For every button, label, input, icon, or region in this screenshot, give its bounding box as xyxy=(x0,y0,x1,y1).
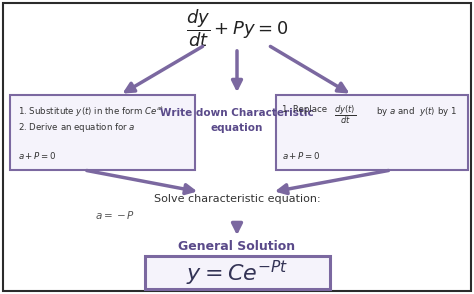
Text: General Solution: General Solution xyxy=(178,240,296,253)
Text: $a + P = 0$: $a + P = 0$ xyxy=(18,150,56,161)
Text: $y = Ce^{-Pt}$: $y = Ce^{-Pt}$ xyxy=(186,259,289,288)
Text: $a + P = 0$: $a + P = 0$ xyxy=(282,150,320,161)
Text: 1. Substitute $y(t)$ in the form $Ce^{at}$: 1. Substitute $y(t)$ in the form $Ce^{at… xyxy=(18,105,164,119)
Text: Solve characteristic equation:: Solve characteristic equation: xyxy=(154,194,320,204)
Bar xyxy=(145,256,330,289)
Text: by $a$ and  $y(t)$ by 1: by $a$ and $y(t)$ by 1 xyxy=(376,105,457,118)
Text: Write down Characteristic
equation: Write down Characteristic equation xyxy=(160,108,314,133)
Text: 1. Replace: 1. Replace xyxy=(282,105,327,114)
Text: 2. Derive an equation for $a$: 2. Derive an equation for $a$ xyxy=(18,121,136,134)
Text: $\dfrac{dy(t)}{dt}$: $\dfrac{dy(t)}{dt}$ xyxy=(334,103,356,126)
Bar xyxy=(276,95,468,170)
Bar xyxy=(10,95,195,170)
Text: $a = -P$: $a = -P$ xyxy=(95,209,135,221)
Text: $\dfrac{dy}{dt} + Py = 0$: $\dfrac{dy}{dt} + Py = 0$ xyxy=(186,7,288,49)
